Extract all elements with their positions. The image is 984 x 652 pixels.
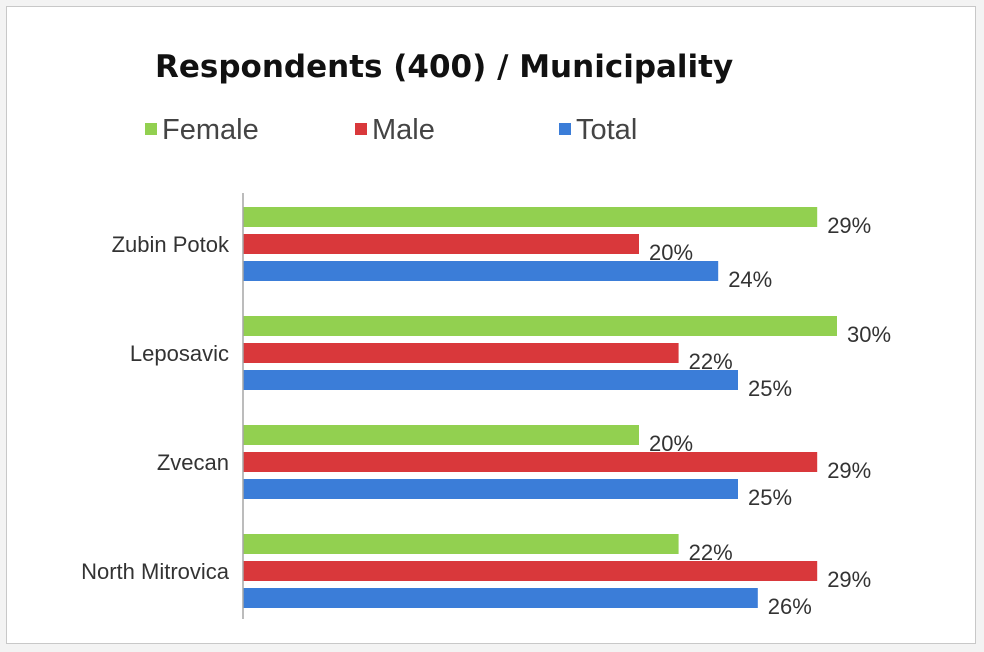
value-label-zubin-potok-male: 20% xyxy=(649,240,693,265)
value-label-zvecan-male: 29% xyxy=(827,458,871,483)
value-label-leposavic-total: 25% xyxy=(748,376,792,401)
value-label-leposavic-male: 22% xyxy=(689,349,733,374)
category-label-zubin-potok: Zubin Potok xyxy=(112,232,230,257)
bar-north-mitrovica-female xyxy=(243,534,679,554)
category-label-north-mitrovica: North Mitrovica xyxy=(81,559,230,584)
value-label-zvecan-female: 20% xyxy=(649,431,693,456)
value-label-north-mitrovica-female: 22% xyxy=(689,540,733,565)
legend-label-male: Male xyxy=(372,114,435,146)
bar-chart: Respondents (400) / Municipality Female M… xyxy=(81,49,891,619)
bar-zubin-potok-male xyxy=(243,234,639,254)
legend: Female Male Total xyxy=(145,114,637,146)
value-label-zubin-potok-total: 24% xyxy=(728,267,772,292)
category-label-leposavic: Leposavic xyxy=(130,341,229,366)
bars-group xyxy=(243,207,837,608)
legend-swatch-total xyxy=(559,123,571,135)
value-label-leposavic-female: 30% xyxy=(847,322,891,347)
chart-title: Respondents (400) / Municipality xyxy=(155,49,733,85)
bar-north-mitrovica-male xyxy=(243,561,818,581)
bar-zubin-potok-female xyxy=(243,207,818,227)
legend-label-female: Female xyxy=(162,114,259,146)
bar-zvecan-total xyxy=(243,479,738,499)
value-label-zubin-potok-female: 29% xyxy=(827,213,871,238)
bar-leposavic-female xyxy=(243,316,837,336)
bar-zvecan-male xyxy=(243,452,818,472)
chart-frame: Respondents (400) / Municipality Female M… xyxy=(6,6,976,644)
legend-swatch-male xyxy=(355,123,367,135)
legend-label-total: Total xyxy=(576,114,637,146)
value-labels: 29% 20% 24% 30% 22% 25% 20% 29% 25% 22% 29% 26% xyxy=(649,213,891,619)
value-label-zvecan-total: 25% xyxy=(748,485,792,510)
bar-north-mitrovica-total xyxy=(243,588,758,608)
category-label-zvecan: Zvecan xyxy=(157,450,229,475)
category-labels: Zubin Potok Leposavic Zvecan North Mitrovic… xyxy=(81,232,230,584)
bar-leposavic-total xyxy=(243,370,738,390)
value-label-north-mitrovica-male: 29% xyxy=(827,567,871,592)
legend-swatch-female xyxy=(145,123,157,135)
bar-zubin-potok-total xyxy=(243,261,719,281)
value-label-north-mitrovica-total: 26% xyxy=(768,594,812,619)
bar-leposavic-male xyxy=(243,343,679,363)
bar-zvecan-female xyxy=(243,425,639,445)
